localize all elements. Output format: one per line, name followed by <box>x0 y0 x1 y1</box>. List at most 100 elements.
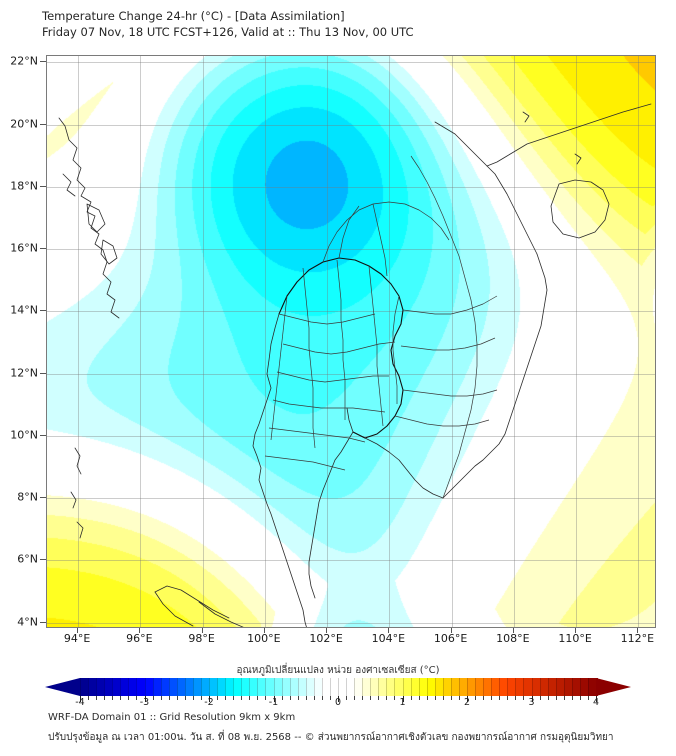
colorbar-minor-tick <box>281 696 283 700</box>
colorbar-segment <box>184 678 195 696</box>
colorbar-segment <box>160 678 171 696</box>
y-axis-tick-label: 22°N <box>10 54 38 68</box>
y-axis-tick-mark <box>40 310 46 312</box>
y-axis-tick-label: 10°N <box>10 428 38 442</box>
grid-line-lon <box>327 56 329 627</box>
colorbar-segment <box>402 678 413 696</box>
grid-line-lat <box>47 62 655 64</box>
x-axis-tick-label: 106°E <box>433 632 468 645</box>
colorbar-major-tick <box>209 696 210 702</box>
colorbar-minor-tick <box>168 696 170 700</box>
y-axis-tick-label: 20°N <box>10 117 38 130</box>
y-axis-tick-mark <box>40 559 46 561</box>
colorbar-minor-tick <box>305 696 307 700</box>
colorbar-segment <box>209 678 219 696</box>
x-axis-tick-mark <box>450 628 452 633</box>
colorbar-segment <box>192 678 203 696</box>
colorbar-minor-tick <box>321 696 323 700</box>
colorbar-minor-tick <box>233 696 235 700</box>
grid-line-lon <box>78 56 80 627</box>
colorbar-tick-label: 3 <box>528 697 535 708</box>
colorbar-segment <box>313 678 324 696</box>
colorbar-minor-tick <box>483 696 485 700</box>
y-axis-tick-mark <box>40 123 46 125</box>
colorbar-minor-tick <box>442 696 444 700</box>
y-axis-tick-mark <box>40 497 46 499</box>
colorbar-max-arrow <box>596 678 631 696</box>
colorbar-segment <box>112 678 122 696</box>
y-axis-tick-mark <box>40 372 46 374</box>
grid-line-lat <box>47 373 655 375</box>
x-axis-tick-label: 100°E <box>247 632 281 645</box>
colorbar-tick-label: 4 <box>592 697 600 708</box>
colorbar-tick-label: -4 <box>75 697 85 708</box>
colorbar-segment <box>491 678 501 696</box>
page-title: Temperature Change 24-hr (°C) - [Data As… <box>42 9 345 23</box>
colorbar-segment <box>458 678 469 696</box>
colorbar-segment <box>233 678 243 696</box>
colorbar-minor-tick <box>378 696 380 700</box>
footer-model-info: WRF-DA Domain 01 :: Grid Resolution 9km … <box>48 712 296 723</box>
colorbar-tick-label: -1 <box>268 697 279 708</box>
x-axis-tick-label: 96°E <box>126 632 153 645</box>
colorbar-segment <box>547 678 558 696</box>
colorbar-segment <box>386 678 397 696</box>
colorbar-segment <box>426 678 437 696</box>
colorbar-minor-tick <box>192 696 194 700</box>
grid-line-lat <box>47 249 655 251</box>
colorbar-segment <box>96 678 106 696</box>
colorbar-segment <box>176 678 187 696</box>
colorbar[interactable] <box>45 678 631 702</box>
colorbar-segment <box>144 678 155 696</box>
colorbar-segment <box>225 678 235 696</box>
colorbar-segment <box>305 678 316 696</box>
colorbar-segment <box>200 678 211 696</box>
colorbar-major-tick <box>338 696 339 702</box>
colorbar-minor-tick <box>217 696 219 700</box>
colorbar-segment <box>120 678 130 696</box>
y-axis-tick-label: 16°N <box>10 241 38 255</box>
grid-line-lon <box>140 56 142 627</box>
colorbar-minor-tick <box>265 696 267 700</box>
colorbar-minor-tick <box>547 696 549 700</box>
colorbar-segment <box>362 678 372 696</box>
colorbar-minor-tick <box>491 696 493 700</box>
colorbar-minor-tick <box>329 696 331 700</box>
x-axis-tick-label: 108°E <box>496 632 530 645</box>
colorbar-minor-tick <box>386 696 388 700</box>
colorbar-min-arrow <box>45 678 80 696</box>
colorbar-segment <box>152 678 163 696</box>
colorbar-major-tick <box>273 696 275 702</box>
y-axis-tick-label: 12°N <box>10 366 38 380</box>
colorbar-minor-tick <box>426 696 428 700</box>
x-axis-tick-label: 110°E <box>558 632 592 645</box>
colorbar-body <box>80 678 598 696</box>
y-axis-tick-label: 4°N <box>17 615 38 629</box>
colorbar-segment <box>442 678 453 696</box>
colorbar-minor-tick <box>104 696 106 700</box>
colorbar-minor-tick <box>96 696 98 700</box>
colorbar-segment <box>346 678 356 696</box>
grid-line-lat <box>47 186 655 188</box>
grid-line-lon <box>202 56 204 627</box>
colorbar-minor-tick <box>539 696 541 700</box>
colorbar-tick-label: 1 <box>399 697 406 708</box>
footer-credit: ปรับปรุงข้อมูล ณ เวลา 01:00น. วัน ส. ที่… <box>48 732 614 743</box>
x-axis-tick-label: 104°E <box>371 632 406 645</box>
colorbar-segment <box>265 678 276 696</box>
colorbar-segment <box>104 678 114 696</box>
colorbar-segment <box>410 678 421 696</box>
colorbar-major-tick <box>531 696 533 702</box>
grid-line-lat <box>47 622 655 624</box>
x-axis-tick-mark <box>201 628 203 633</box>
colorbar-segment <box>241 678 251 696</box>
colorbar-major-tick <box>80 696 81 702</box>
anomaly-canvas <box>47 56 655 627</box>
colorbar-minor-tick <box>160 696 162 700</box>
colorbar-minor-tick <box>434 696 436 700</box>
colorbar-segment <box>563 678 574 696</box>
colorbar-segment <box>579 678 590 696</box>
x-axis-tick-mark <box>326 628 328 633</box>
chart-title-block: Temperature Change 24-hr (°C) - [Data As… <box>42 9 642 40</box>
colorbar-minor-tick <box>176 696 178 700</box>
